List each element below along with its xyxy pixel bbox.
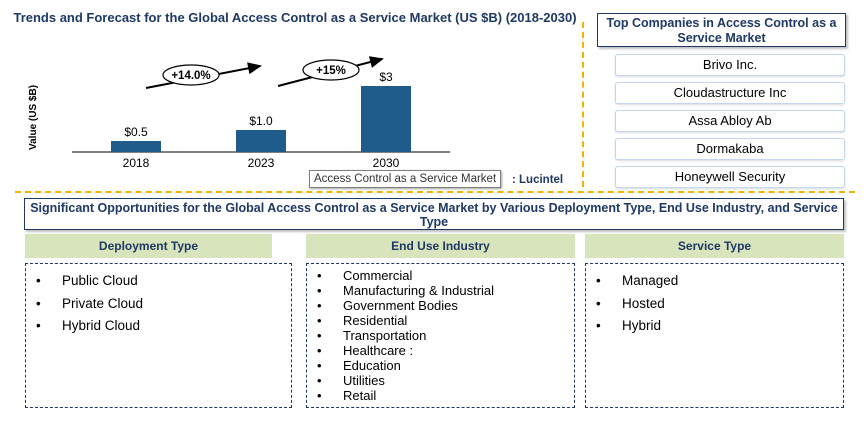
growth-label: +14.0% bbox=[171, 70, 210, 82]
growth-label: +15% bbox=[316, 65, 346, 77]
list-item: Public Cloud bbox=[34, 270, 283, 293]
chart-tooltip: Access Control as a Service Market bbox=[309, 170, 502, 188]
growth-badge bbox=[162, 64, 220, 86]
deployment-type-list: Public Cloud Private Cloud Hybrid Cloud bbox=[25, 263, 292, 408]
list-item: Education bbox=[315, 358, 566, 373]
bar bbox=[236, 130, 286, 152]
data-label: $3 bbox=[379, 70, 393, 84]
list-item: Hosted bbox=[594, 293, 835, 316]
list-item: Managed bbox=[594, 270, 835, 293]
opportunities-title: Significant Opportunities for the Global… bbox=[24, 198, 844, 230]
horizontal-divider bbox=[15, 191, 855, 193]
deployment-type-header: Deployment Type bbox=[25, 234, 272, 258]
list-item: Hybrid bbox=[594, 315, 835, 338]
list-item: Residential bbox=[315, 313, 566, 328]
chart-title: Trends and Forecast for the Global Acces… bbox=[13, 10, 577, 25]
end-use-industry-list: Commercial Manufacturing & Industrial Go… bbox=[306, 263, 575, 408]
list-item: Private Cloud bbox=[34, 293, 283, 316]
data-label: $1.0 bbox=[249, 114, 273, 128]
list-item: Transportation bbox=[315, 328, 566, 343]
list-item: Healthcare : bbox=[315, 343, 566, 358]
x-tick-label: 2030 bbox=[373, 156, 400, 170]
service-type-list: Managed Hosted Hybrid bbox=[585, 263, 844, 408]
company-item: Cloudastructure Inc bbox=[615, 82, 845, 104]
company-item: Dormakaba bbox=[615, 138, 845, 160]
bar bbox=[111, 141, 161, 152]
end-use-industry-header: End Use Industry bbox=[306, 234, 575, 258]
list-item: Utilities bbox=[315, 373, 566, 388]
list-item: Hybrid Cloud bbox=[34, 315, 283, 338]
x-tick-label: 2023 bbox=[248, 156, 275, 170]
company-item: Assa Abloy Ab bbox=[615, 110, 845, 132]
top-companies-title: Top Companies in Access Control as a Ser… bbox=[597, 13, 846, 47]
company-item: Honeywell Security bbox=[615, 166, 845, 188]
list-item: Government Bodies bbox=[315, 298, 566, 313]
company-item: Brivo Inc. bbox=[615, 54, 845, 76]
list-item: Retail bbox=[315, 388, 566, 403]
service-type-header: Service Type bbox=[585, 234, 844, 258]
data-label: $0.5 bbox=[124, 125, 148, 139]
vertical-divider bbox=[582, 22, 584, 187]
list-item: Manufacturing & Industrial bbox=[315, 283, 566, 298]
x-tick-label: 2018 bbox=[123, 156, 150, 170]
source-label: : Lucintel bbox=[512, 174, 564, 186]
bar-chart: $0.5 2018 $1.0 2023 $3 2030 +14.0% +15% bbox=[72, 56, 450, 170]
bar bbox=[361, 86, 411, 152]
list-item: Commercial bbox=[315, 268, 566, 283]
growth-badge bbox=[302, 59, 360, 81]
